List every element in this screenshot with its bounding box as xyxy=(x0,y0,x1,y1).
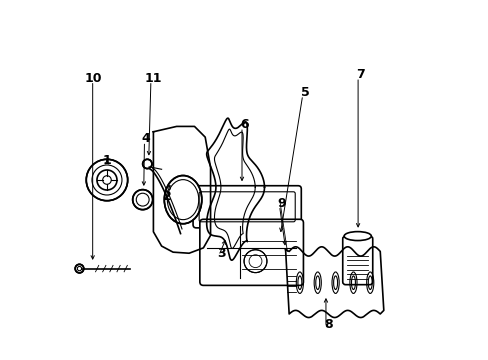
Circle shape xyxy=(132,190,152,210)
Text: 4: 4 xyxy=(142,132,150,145)
Text: 1: 1 xyxy=(102,154,111,167)
FancyBboxPatch shape xyxy=(200,219,303,285)
Text: 7: 7 xyxy=(355,68,364,81)
Polygon shape xyxy=(153,126,210,253)
Ellipse shape xyxy=(344,231,370,240)
Text: 9: 9 xyxy=(277,197,286,210)
Text: 2: 2 xyxy=(163,190,172,203)
Text: 6: 6 xyxy=(240,118,248,131)
Text: 11: 11 xyxy=(144,72,162,85)
Polygon shape xyxy=(285,247,383,318)
Text: 3: 3 xyxy=(217,247,225,260)
FancyBboxPatch shape xyxy=(342,236,372,285)
Text: 8: 8 xyxy=(324,318,332,331)
Polygon shape xyxy=(206,118,264,260)
Circle shape xyxy=(75,264,83,273)
FancyBboxPatch shape xyxy=(193,186,301,228)
Circle shape xyxy=(142,159,152,168)
Ellipse shape xyxy=(164,176,202,224)
Text: 10: 10 xyxy=(85,72,102,85)
Circle shape xyxy=(86,159,127,201)
Circle shape xyxy=(244,250,266,273)
Text: 5: 5 xyxy=(300,86,309,99)
